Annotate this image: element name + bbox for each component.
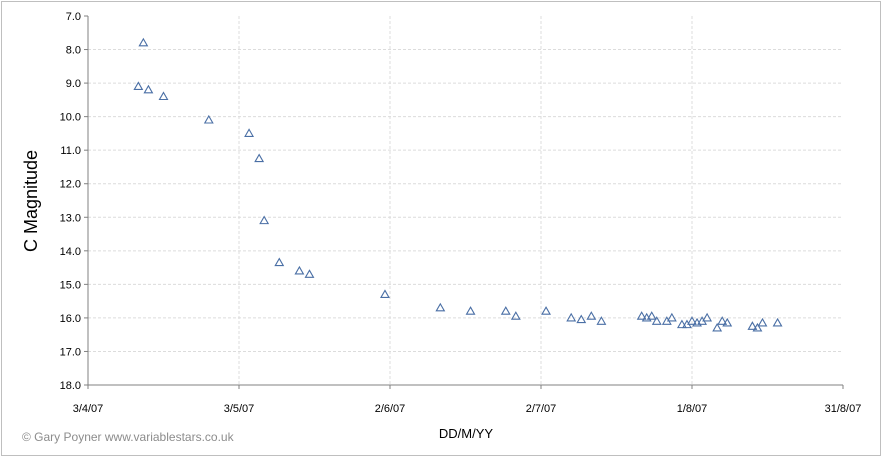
data-point-triangle [133, 81, 144, 90]
x-tick-label: 3/5/07 [224, 403, 255, 415]
data-point-triangle [692, 317, 702, 327]
data-point-triangle [304, 269, 315, 278]
y-axis-title: C Magnitude [21, 150, 41, 252]
data-point-triangle [596, 316, 607, 325]
y-tick-label: 7.0 [66, 11, 81, 23]
y-tick-label: 12.0 [60, 179, 81, 191]
data-point-triangle [666, 312, 677, 322]
data-point-triangle [541, 306, 551, 315]
x-tick-label: 3/4/07 [73, 403, 104, 415]
data-point-triangle [586, 311, 597, 320]
data-point-triangle [435, 302, 446, 312]
y-tick-label: 15.0 [60, 279, 81, 291]
y-tick-label: 13.0 [60, 212, 81, 224]
data-point-triangle [274, 257, 285, 267]
data-point-triangle [259, 215, 270, 225]
x-tick-label: 2/7/07 [526, 403, 557, 415]
data-point-triangle [702, 312, 713, 322]
x-tick-labels: 3/4/07 3/5/07 2/6/07 2/7/07 1/8/07 31/8/07 [73, 403, 862, 415]
x-tick-label: 2/6/07 [375, 403, 406, 415]
data-points [133, 37, 783, 332]
y-tick-label: 17.0 [60, 346, 81, 358]
grid-lines [88, 16, 843, 385]
data-point-triangle [465, 306, 476, 315]
y-tick-label: 9.0 [66, 78, 81, 90]
data-point-triangle [722, 317, 733, 327]
y-tick-label: 8.0 [66, 45, 81, 57]
data-point-triangle [380, 289, 390, 298]
data-point-triangle [500, 306, 511, 315]
y-tick-labels: 7.0 8.0 9.0 10.0 11.0 12.0 13.0 14.0 15.0 16.0 17.… [60, 11, 81, 392]
data-point-triangle [576, 314, 587, 324]
data-point-triangle [717, 316, 728, 325]
data-point-triangle [254, 153, 265, 163]
y-tick-label: 11.0 [60, 145, 81, 157]
data-point-triangle [757, 317, 768, 327]
data-point-triangle [712, 322, 723, 332]
y-tick-label: 14.0 [60, 246, 81, 258]
data-point-triangle [294, 265, 305, 275]
data-point-triangle [203, 114, 214, 124]
x-tick-label: 31/8/07 [825, 403, 862, 415]
credit-text: © Gary Poyner www.variablestars.co.uk [22, 430, 235, 444]
data-point-triangle [651, 316, 662, 325]
data-point-triangle [158, 91, 169, 101]
data-point-triangle [747, 321, 758, 330]
data-point-triangle [772, 317, 783, 327]
axes [84, 15, 844, 389]
data-point-triangle [646, 311, 657, 320]
data-point-triangle [752, 322, 763, 332]
data-point-triangle [138, 37, 149, 47]
data-point-triangle [244, 128, 255, 137]
data-point-triangle [510, 311, 521, 320]
y-tick-label: 16.0 [60, 313, 81, 325]
data-point-triangle [676, 319, 687, 329]
data-point-triangle [636, 311, 647, 320]
x-axis-title: DD/M/YY [439, 426, 494, 441]
data-point-triangle [566, 312, 577, 322]
y-tick-label: 10.0 [60, 112, 81, 124]
data-point-triangle [143, 84, 154, 94]
x-tick-label: 1/8/07 [677, 403, 708, 415]
y-tick-label: 18.0 [60, 380, 81, 392]
data-point-triangle [687, 316, 697, 325]
